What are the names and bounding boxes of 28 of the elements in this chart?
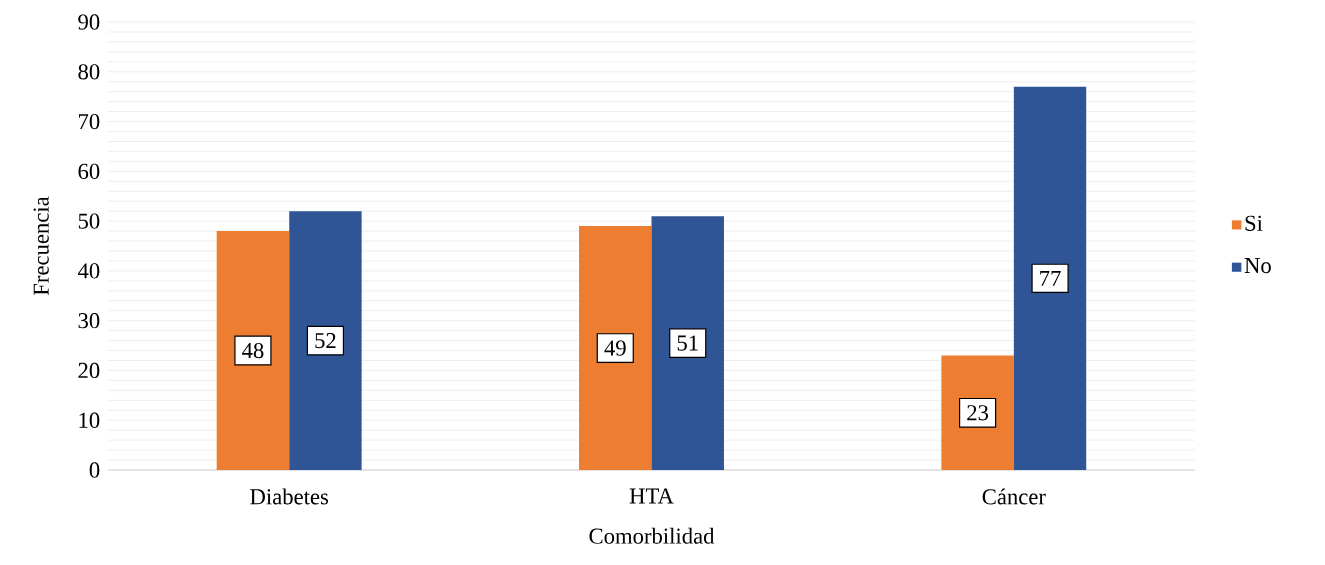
y-tick-label: 30 (78, 313, 100, 329)
bar (1013, 86, 1087, 470)
x-axis-title: Comorbilidad (589, 527, 715, 544)
y-tick-label: 90 (78, 14, 100, 30)
data-label: 48 (242, 342, 264, 359)
bar (651, 216, 724, 470)
y-tick-label: 0 (89, 462, 100, 478)
y-tick-label: 10 (79, 412, 100, 428)
data-label: 49 (604, 340, 626, 356)
y-tick-label: 70 (79, 113, 100, 130)
legend-label: No (1244, 258, 1271, 274)
x-tick-label: HTA (629, 488, 674, 504)
bar (216, 231, 290, 470)
bar (289, 211, 362, 470)
bar (579, 226, 652, 470)
x-tick-label: Diabetes (250, 488, 329, 505)
y-tick-label: 50 (78, 213, 100, 229)
y-tick-label: 20 (78, 362, 100, 379)
y-tick-label: 40 (77, 263, 100, 279)
y-tick-label: 80 (78, 64, 100, 80)
data-label: 51 (677, 335, 698, 351)
y-tick-label: 60 (78, 163, 100, 179)
x-tick-label: Cáncer (982, 488, 1046, 505)
legend-label: Si (1245, 215, 1263, 231)
data-label: 77 (1040, 270, 1061, 286)
data-label: 23 (967, 405, 989, 421)
data-label: 52 (315, 332, 336, 349)
y-axis-title: Frecuencia (33, 196, 49, 296)
